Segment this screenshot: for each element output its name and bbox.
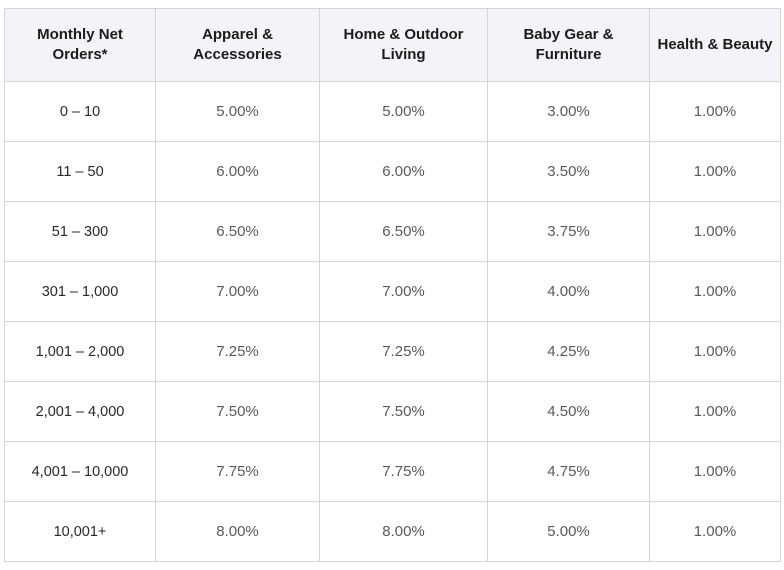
table-header: Monthly Net Orders* Apparel & Accessorie… xyxy=(4,8,781,82)
rate-cell-home: 7.50% xyxy=(319,381,488,442)
tier-cell: 51 – 300 xyxy=(4,201,156,262)
rate-cell-baby: 3.75% xyxy=(487,201,650,262)
tier-cell: 301 – 1,000 xyxy=(4,261,156,322)
rate-cell-health: 1.00% xyxy=(649,81,781,142)
column-header-monthly-net-orders: Monthly Net Orders* xyxy=(4,8,156,82)
rate-cell-home: 8.00% xyxy=(319,501,488,562)
rate-cell-apparel: 6.00% xyxy=(155,141,320,202)
rate-cell-home: 5.00% xyxy=(319,81,488,142)
rate-cell-baby: 3.50% xyxy=(487,141,650,202)
rate-cell-apparel: 8.00% xyxy=(155,501,320,562)
rate-cell-apparel: 6.50% xyxy=(155,201,320,262)
rate-cell-baby: 3.00% xyxy=(487,81,650,142)
rate-cell-health: 1.00% xyxy=(649,381,781,442)
tier-cell: 4,001 – 10,000 xyxy=(4,441,156,502)
table-row: 301 – 1,000 7.00% 7.00% 4.00% 1.00% xyxy=(4,261,781,322)
table-row: 51 – 300 6.50% 6.50% 3.75% 1.00% xyxy=(4,201,781,262)
rate-cell-apparel: 7.50% xyxy=(155,381,320,442)
tier-cell: 10,001+ xyxy=(4,501,156,562)
rate-cell-health: 1.00% xyxy=(649,261,781,322)
tier-cell: 1,001 – 2,000 xyxy=(4,321,156,382)
rate-cell-home: 7.25% xyxy=(319,321,488,382)
rate-cell-baby: 4.00% xyxy=(487,261,650,322)
rate-cell-health: 1.00% xyxy=(649,201,781,262)
rate-cell-apparel: 7.25% xyxy=(155,321,320,382)
rate-cell-baby: 4.50% xyxy=(487,381,650,442)
rate-cell-home: 7.75% xyxy=(319,441,488,502)
column-header-apparel-accessories: Apparel & Accessories xyxy=(155,8,320,82)
commission-rate-table: Monthly Net Orders* Apparel & Accessorie… xyxy=(4,8,781,562)
table-row: 10,001+ 8.00% 8.00% 5.00% 1.00% xyxy=(4,501,781,562)
table-row: 1,001 – 2,000 7.25% 7.25% 4.25% 1.00% xyxy=(4,321,781,382)
rate-cell-apparel: 7.75% xyxy=(155,441,320,502)
rate-cell-home: 6.50% xyxy=(319,201,488,262)
table-row: 4,001 – 10,000 7.75% 7.75% 4.75% 1.00% xyxy=(4,441,781,502)
tier-cell: 2,001 – 4,000 xyxy=(4,381,156,442)
rate-cell-health: 1.00% xyxy=(649,441,781,502)
rate-cell-health: 1.00% xyxy=(649,501,781,562)
rate-cell-baby: 4.25% xyxy=(487,321,650,382)
rate-cell-health: 1.00% xyxy=(649,321,781,382)
rate-cell-baby: 5.00% xyxy=(487,501,650,562)
column-header-health-beauty: Health & Beauty xyxy=(649,8,781,82)
table-row: 11 – 50 6.00% 6.00% 3.50% 1.00% xyxy=(4,141,781,202)
table-body: 0 – 10 5.00% 5.00% 3.00% 1.00% 11 – 50 6… xyxy=(4,81,781,562)
table-row: 0 – 10 5.00% 5.00% 3.00% 1.00% xyxy=(4,81,781,142)
rate-cell-health: 1.00% xyxy=(649,141,781,202)
column-header-baby-gear-furniture: Baby Gear & Furniture xyxy=(487,8,650,82)
tier-cell: 11 – 50 xyxy=(4,141,156,202)
table-row: 2,001 – 4,000 7.50% 7.50% 4.50% 1.00% xyxy=(4,381,781,442)
header-row: Monthly Net Orders* Apparel & Accessorie… xyxy=(4,8,781,82)
tier-cell: 0 – 10 xyxy=(4,81,156,142)
rate-cell-apparel: 5.00% xyxy=(155,81,320,142)
rate-cell-home: 7.00% xyxy=(319,261,488,322)
rate-cell-baby: 4.75% xyxy=(487,441,650,502)
column-header-home-outdoor-living: Home & Outdoor Living xyxy=(319,8,488,82)
rate-cell-apparel: 7.00% xyxy=(155,261,320,322)
rate-cell-home: 6.00% xyxy=(319,141,488,202)
